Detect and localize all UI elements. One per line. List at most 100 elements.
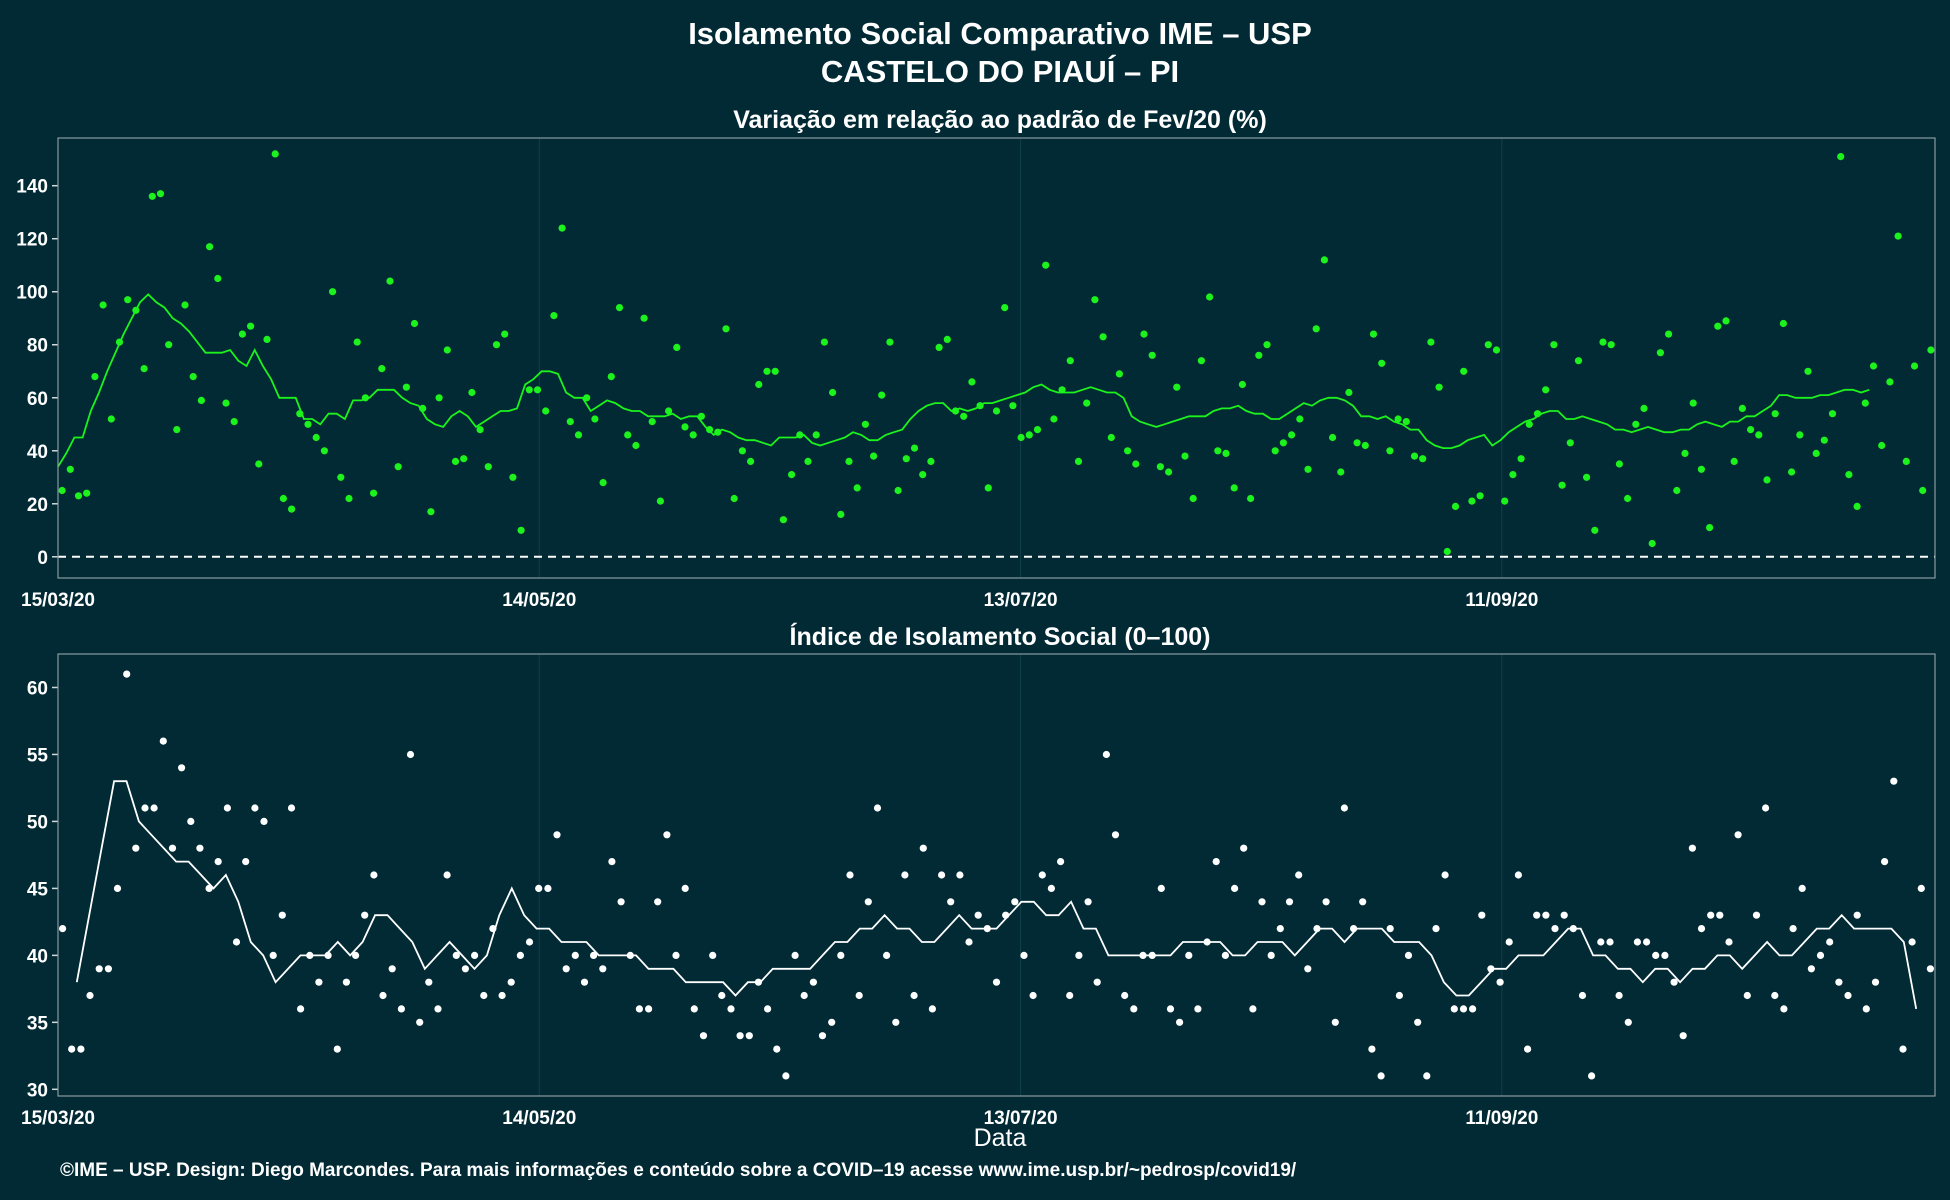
data-point xyxy=(910,991,918,1000)
data-point xyxy=(427,508,435,516)
data-point xyxy=(883,951,891,960)
data-point xyxy=(1107,433,1115,442)
data-point xyxy=(1427,338,1435,346)
data-point xyxy=(562,965,570,973)
data-point xyxy=(1812,449,1820,457)
data-point xyxy=(894,486,902,495)
data-point xyxy=(1231,884,1239,893)
data-point xyxy=(1615,991,1623,1000)
data-point xyxy=(1828,410,1837,418)
data-point xyxy=(1337,468,1345,476)
data-point xyxy=(1615,460,1623,468)
data-point xyxy=(104,965,112,973)
data-point xyxy=(1656,349,1664,357)
data-point xyxy=(1551,925,1559,933)
data-point xyxy=(1599,338,1607,346)
data-point xyxy=(1057,858,1065,866)
data-point xyxy=(287,804,296,812)
data-point xyxy=(394,463,402,471)
data-point xyxy=(58,486,66,495)
data-point xyxy=(1919,486,1927,495)
data-point xyxy=(1033,426,1042,434)
data-point xyxy=(804,457,812,465)
data-point xyxy=(763,367,771,375)
data-point xyxy=(451,457,460,465)
data-point xyxy=(1181,452,1189,460)
x-tick-label: 15/03/20 xyxy=(21,1108,95,1129)
data-point xyxy=(132,844,140,852)
data-point xyxy=(1047,884,1055,893)
data-point xyxy=(901,871,909,879)
data-point xyxy=(1443,547,1451,556)
data-point xyxy=(1212,858,1220,866)
data-point xyxy=(206,243,214,251)
data-point xyxy=(689,431,697,439)
data-point xyxy=(148,192,156,200)
y-tick-label: 55 xyxy=(27,745,49,766)
variation-panel: 15/03/20 14/05/20 13/07/20 11/09/20 0 20 40 60 8… xyxy=(16,137,1936,611)
data-point xyxy=(1501,497,1509,505)
data-point xyxy=(1206,293,1214,301)
data-point xyxy=(1730,457,1738,465)
data-point xyxy=(709,951,717,960)
data-point xyxy=(1194,1005,1202,1013)
data-point xyxy=(1688,844,1696,852)
data-point xyxy=(1632,420,1640,428)
top-panel-title: Variação em relação ao padrão de Fev/20 … xyxy=(733,106,1267,134)
data-point xyxy=(279,494,287,503)
data-point xyxy=(928,1005,937,1013)
data-point xyxy=(935,343,943,351)
data-point xyxy=(870,452,878,460)
data-point xyxy=(517,526,525,534)
data-point xyxy=(574,431,583,439)
x-tick-label: 14/05/20 xyxy=(502,1108,576,1129)
data-point xyxy=(468,388,476,397)
data-point xyxy=(1837,153,1845,161)
data-point xyxy=(91,373,99,381)
data-point xyxy=(992,978,1001,986)
data-point xyxy=(173,426,181,434)
figure-title-line2: CASTELO DO PIAUÍ – PI xyxy=(821,54,1179,89)
data-point xyxy=(837,510,845,518)
figure-title-line1: Isolamento Social Comparativo IME – USP xyxy=(688,16,1312,51)
data-point xyxy=(681,884,689,893)
data-point xyxy=(648,418,656,426)
data-point xyxy=(607,373,615,381)
data-point xyxy=(1871,978,1880,986)
data-point xyxy=(1132,460,1140,468)
data-point xyxy=(165,341,173,349)
data-point xyxy=(434,1005,442,1013)
data-point xyxy=(269,951,277,960)
data-point xyxy=(1725,938,1733,946)
data-point xyxy=(1432,925,1440,933)
data-point xyxy=(247,322,255,330)
data-point xyxy=(665,407,673,415)
index-panel: 15/03/20 14/05/20 13/07/20 11/09/20 30 35 40 45… xyxy=(21,653,1936,1129)
x-tick-label: 15/03/20 xyxy=(21,590,95,611)
data-point xyxy=(1607,341,1615,349)
y-tick-label: 40 xyxy=(27,946,48,967)
data-point xyxy=(452,951,460,960)
data-point xyxy=(1295,871,1303,879)
data-point xyxy=(764,1005,772,1013)
data-point xyxy=(645,1005,653,1013)
data-point xyxy=(1258,898,1266,906)
data-point xyxy=(624,431,632,439)
data-point xyxy=(974,911,982,919)
data-point xyxy=(1025,431,1033,439)
data-point xyxy=(1689,399,1697,407)
data-point xyxy=(699,1032,708,1040)
data-point xyxy=(214,858,222,866)
data-point xyxy=(388,965,396,973)
data-point xyxy=(1249,1005,1257,1013)
data-point xyxy=(345,494,353,503)
x-tick-label: 11/09/20 xyxy=(1465,1108,1538,1129)
data-point xyxy=(251,804,259,812)
data-point xyxy=(1862,1005,1870,1013)
data-point xyxy=(615,304,624,312)
data-point xyxy=(484,463,492,471)
data-point xyxy=(1368,1045,1376,1053)
data-point xyxy=(1484,341,1492,349)
data-point xyxy=(779,516,788,524)
data-point xyxy=(124,296,132,304)
